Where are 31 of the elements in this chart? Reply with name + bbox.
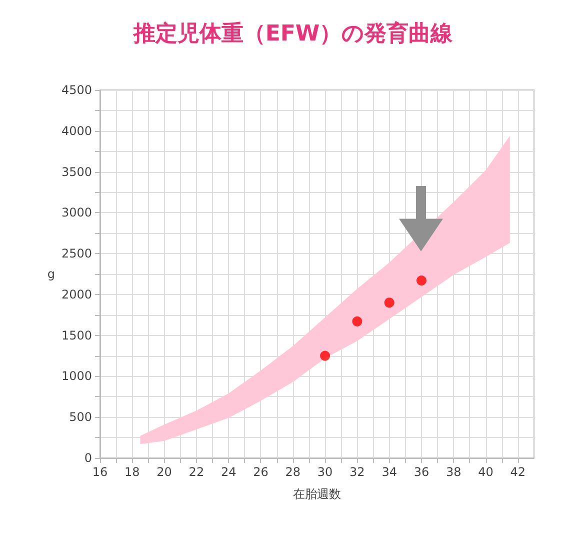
x-tick-label: 18 <box>124 465 140 479</box>
y-tick-label: 2500 <box>61 246 92 261</box>
y-tick-label: 1000 <box>61 369 92 384</box>
y-axis-title: g <box>47 267 55 281</box>
chart-title: 推定児体重（EFW）の発育曲線 <box>132 20 454 46</box>
y-tick-label: 3000 <box>61 206 92 220</box>
y-tick-label: 4500 <box>61 83 92 97</box>
x-tick-label: 24 <box>220 465 236 479</box>
y-tick-label: 3500 <box>61 164 92 179</box>
x-tick-label: 20 <box>156 465 172 479</box>
x-tick-label: 28 <box>285 465 301 479</box>
point <box>352 316 362 326</box>
x-tick-label: 32 <box>350 465 365 479</box>
y-tick-label: 0 <box>84 451 92 465</box>
x-tick-label: 16 <box>92 465 108 479</box>
y-tick-label: 4000 <box>61 124 92 138</box>
point <box>416 276 426 286</box>
x-tick-label: 38 <box>446 465 462 479</box>
y-tick-label: 500 <box>69 410 92 424</box>
x-tick-label: 30 <box>317 465 333 479</box>
x-axis-title: 在胎週数 <box>293 487 341 501</box>
x-tick-label: 26 <box>253 465 268 479</box>
x-tick-label: 36 <box>414 465 430 479</box>
x-tick-label: 40 <box>478 465 494 479</box>
x-tick-label: 42 <box>510 465 526 479</box>
x-tick-label: 22 <box>188 465 204 479</box>
y-tick-label: 1500 <box>61 328 92 342</box>
x-tick-label: 34 <box>382 465 397 479</box>
point <box>384 298 394 308</box>
y-tick-label: 2000 <box>61 287 92 302</box>
point <box>320 350 330 361</box>
